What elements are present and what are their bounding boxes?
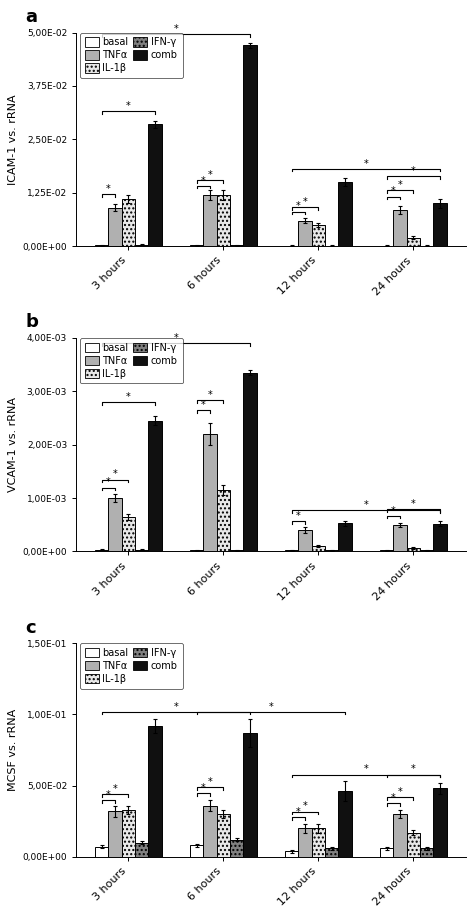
Text: *: *: [411, 499, 416, 509]
Bar: [217, 490, 230, 551]
Bar: [312, 224, 325, 246]
Bar: [190, 845, 203, 856]
Bar: [393, 525, 407, 551]
Bar: [109, 812, 122, 856]
Text: *: *: [411, 764, 416, 774]
Text: b: b: [26, 313, 38, 332]
Text: *: *: [126, 101, 131, 111]
Bar: [95, 550, 109, 551]
Text: *: *: [106, 790, 111, 800]
Bar: [433, 524, 447, 551]
Text: *: *: [391, 792, 396, 802]
Bar: [148, 725, 162, 856]
Text: *: *: [106, 184, 111, 194]
Bar: [122, 199, 135, 246]
Text: *: *: [201, 783, 206, 792]
Bar: [299, 828, 312, 856]
Bar: [203, 195, 217, 246]
Y-axis label: ICAM-1 vs. rRNA: ICAM-1 vs. rRNA: [9, 94, 18, 185]
Legend: basal, TNFα, IL-1β, IFN-γ, comb: basal, TNFα, IL-1β, IFN-γ, comb: [80, 338, 183, 384]
Bar: [312, 828, 325, 856]
Text: *: *: [113, 784, 118, 794]
Text: *: *: [391, 506, 396, 516]
Text: *: *: [364, 158, 368, 169]
Bar: [312, 546, 325, 551]
Bar: [420, 848, 433, 856]
Bar: [148, 420, 162, 551]
Bar: [393, 210, 407, 246]
Text: *: *: [208, 170, 212, 180]
Text: *: *: [303, 802, 308, 812]
Bar: [135, 843, 148, 856]
Text: a: a: [26, 8, 37, 27]
Text: *: *: [126, 392, 131, 402]
Bar: [122, 517, 135, 551]
Bar: [109, 208, 122, 246]
Text: *: *: [173, 24, 178, 34]
Bar: [203, 434, 217, 551]
Bar: [95, 847, 109, 856]
Text: *: *: [106, 477, 111, 487]
Bar: [148, 125, 162, 246]
Bar: [243, 373, 256, 551]
Bar: [217, 195, 230, 246]
Text: *: *: [173, 702, 178, 712]
Text: *: *: [398, 180, 402, 190]
Text: *: *: [269, 702, 273, 712]
Text: *: *: [201, 176, 206, 186]
Bar: [407, 548, 420, 551]
Bar: [338, 182, 352, 246]
Text: *: *: [411, 166, 416, 176]
Bar: [135, 550, 148, 551]
Bar: [243, 733, 256, 856]
Bar: [433, 789, 447, 856]
Legend: basal, TNFα, IL-1β, IFN-γ, comb: basal, TNFα, IL-1β, IFN-γ, comb: [80, 33, 183, 78]
Text: c: c: [26, 619, 36, 637]
Text: *: *: [208, 390, 212, 400]
Text: *: *: [391, 186, 396, 196]
Bar: [325, 848, 338, 856]
Text: *: *: [364, 500, 368, 510]
Text: *: *: [303, 197, 308, 207]
Bar: [338, 791, 352, 856]
Text: *: *: [364, 764, 368, 774]
Bar: [380, 848, 393, 856]
Bar: [299, 530, 312, 551]
Bar: [109, 498, 122, 551]
Legend: basal, TNFα, IL-1β, IFN-γ, comb: basal, TNFα, IL-1β, IFN-γ, comb: [80, 643, 183, 689]
Bar: [285, 851, 299, 856]
Text: *: *: [173, 333, 178, 344]
Text: *: *: [208, 777, 212, 787]
Bar: [230, 840, 243, 856]
Text: *: *: [296, 202, 301, 212]
Y-axis label: MCSF vs. rRNA: MCSF vs. rRNA: [9, 709, 18, 791]
Bar: [217, 814, 230, 856]
Bar: [299, 221, 312, 246]
Bar: [393, 814, 407, 856]
Bar: [203, 805, 217, 856]
Text: *: *: [296, 511, 301, 521]
Bar: [407, 237, 420, 246]
Text: *: *: [113, 469, 118, 479]
Bar: [122, 810, 135, 856]
Y-axis label: VCAM-1 vs. rRNA: VCAM-1 vs. rRNA: [9, 398, 18, 492]
Text: *: *: [201, 399, 206, 409]
Bar: [407, 833, 420, 856]
Bar: [433, 203, 447, 246]
Text: *: *: [398, 787, 402, 797]
Bar: [243, 46, 256, 246]
Bar: [338, 523, 352, 551]
Bar: [135, 245, 148, 246]
Text: *: *: [296, 807, 301, 817]
